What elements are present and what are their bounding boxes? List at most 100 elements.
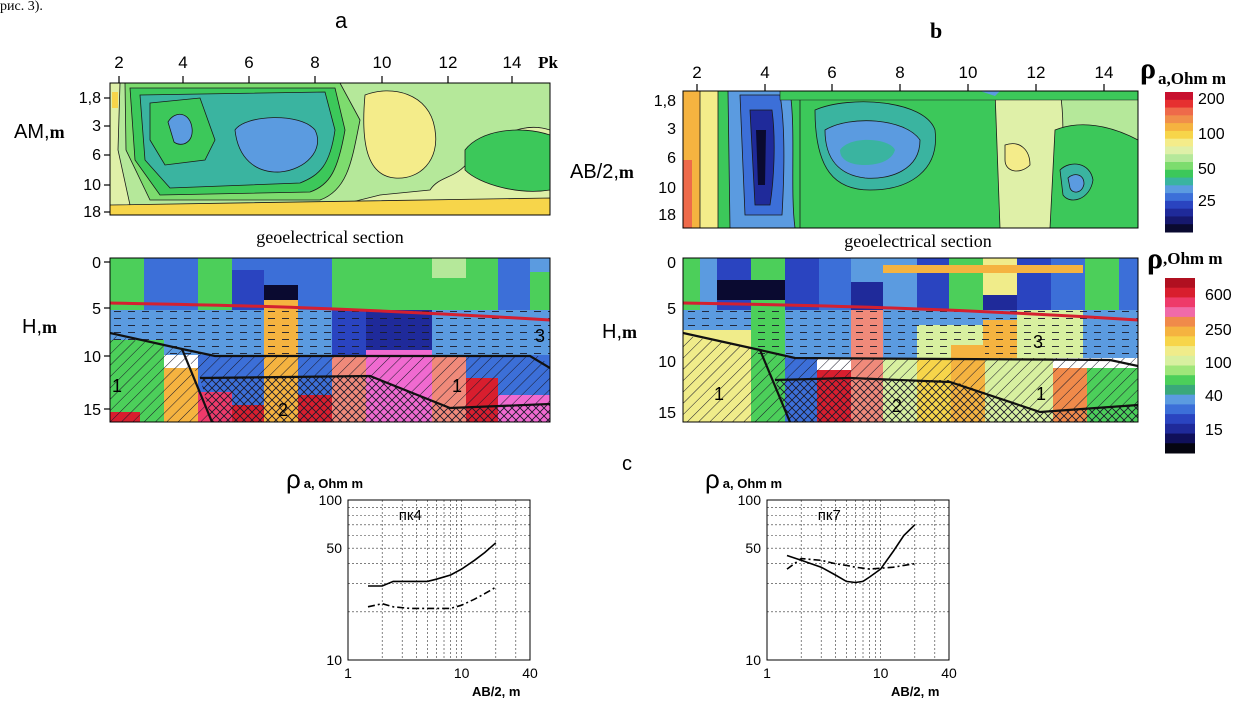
colorbar-swatch [1165, 326, 1195, 337]
x-tick: 12 [1027, 63, 1046, 82]
y-tick: 100 [738, 492, 762, 508]
panel-a-x-ticks [118, 76, 513, 83]
colorbar-swatch [1165, 346, 1195, 357]
series-line-dashdot [367, 586, 497, 610]
colorbar-swatch [1165, 216, 1193, 225]
legend-tick: 50 [1198, 161, 1216, 178]
panel-a-pseudo-ylabel: AM,m [14, 121, 65, 143]
y-tick: 100 [319, 492, 343, 508]
panel-a: a 2 4 6 8 10 12 14 Pk [14, 8, 558, 423]
x-axis-label: AB/2, m [891, 684, 939, 699]
y-tick: 18 [83, 204, 101, 221]
legend-top-sub: a,Ohm m [1158, 69, 1226, 88]
colorbar-swatch [1165, 115, 1193, 124]
legend-tick: 250 [1205, 322, 1232, 339]
x-tick: 10 [873, 665, 889, 681]
legend-top-ticks: 200 100 50 25 [1198, 91, 1225, 210]
panel-b-section-ylabel: H,m [602, 321, 637, 343]
x-tick: 8 [895, 63, 904, 82]
unit-label: 2 [892, 396, 902, 416]
y-tick: 10 [658, 354, 676, 371]
colorbar-swatch [1165, 107, 1193, 116]
y-tick: 10 [745, 652, 761, 668]
legend-tick: 15 [1205, 422, 1223, 439]
colorbar-swatch [1165, 394, 1195, 405]
colorbar-swatch [1165, 375, 1195, 386]
x-tick: 2 [114, 53, 123, 72]
legend-resistivity: ρ ,Ohm m 600 250 100 40 15 [1147, 242, 1232, 454]
panel-b-section-y-axis: 0 5 10 15 [658, 255, 676, 422]
unit-label: 1 [112, 376, 122, 396]
colorbar-swatch [1165, 146, 1193, 155]
panel-b-pseudo-y-axis: 1,8 3 6 10 18 [654, 93, 676, 224]
x-tick: 6 [827, 63, 836, 82]
y-tick: 50 [745, 540, 761, 556]
y-tick: 3 [667, 121, 676, 138]
y-tick: 1,8 [79, 90, 101, 107]
colorbar-swatch [1165, 433, 1195, 444]
panel-a-section-title: geoelectrical section [256, 227, 403, 247]
colorbar-swatch [1165, 177, 1193, 186]
colorbar-swatch [1165, 297, 1195, 308]
legend-tick: 200 [1198, 91, 1225, 108]
plot-frame [766, 499, 950, 661]
colorbar-swatch [1165, 384, 1195, 396]
legend-apparent-resistivity: ρ a,Ohm m 200 100 50 25 [1140, 52, 1226, 233]
legend-top-symbol: ρ [1140, 52, 1156, 85]
colorbar-swatch [1165, 138, 1193, 147]
panel-c-letter: c [622, 453, 632, 475]
y-tick: 15 [83, 402, 101, 419]
colorbar-swatch [1165, 208, 1193, 217]
legend-bottom-colorbar [1165, 278, 1195, 454]
y-tick: 0 [92, 255, 101, 272]
y-tick: 10 [83, 349, 101, 366]
y-tick: 1,8 [654, 93, 676, 110]
legend-bottom-symbol: ρ [1147, 242, 1163, 275]
plot-frame [347, 499, 531, 661]
panel-a-section-y-axis: 0 5 10 15 [83, 255, 101, 419]
colorbar-swatch [1165, 99, 1193, 109]
unit-label: 2 [278, 400, 288, 420]
legend-tick: 100 [1198, 126, 1225, 143]
colorbar-swatch [1165, 443, 1195, 454]
colorbar-swatch [1165, 130, 1193, 140]
panel-b-letter: b [930, 18, 942, 43]
colorbar-swatch [1165, 287, 1195, 298]
x-tick: 8 [310, 53, 319, 72]
colorbar-swatch [1165, 123, 1193, 132]
y-tick: 15 [658, 405, 676, 422]
panel-b-x-axis: 2 4 6 8 10 12 14 [692, 63, 1113, 82]
y-tick: 0 [667, 255, 676, 272]
panel-b-geosection: 1 2 1 3 [683, 258, 1138, 422]
x-tick: 40 [941, 665, 957, 681]
colorbar-swatch [1165, 423, 1195, 435]
y-tick: 50 [326, 540, 342, 556]
panel-a-x-axis: 2 4 6 8 10 12 14 Pk [114, 53, 558, 72]
colorbar-swatch [1165, 307, 1195, 318]
y-tick: 6 [92, 147, 101, 164]
colorbar-swatch [1165, 154, 1193, 163]
panel-a-section-ylabel: H,m [22, 316, 57, 338]
y-tick: 5 [667, 301, 676, 318]
colorbar-swatch [1165, 414, 1195, 425]
colorbar-swatch [1165, 193, 1193, 202]
panel-b-pseudosection [683, 91, 1138, 228]
series-line-dashdot [786, 557, 915, 570]
legend-bottom-sub: ,Ohm m [1163, 249, 1223, 268]
colorbar-swatch [1165, 365, 1195, 376]
colorbar-swatch [1165, 336, 1195, 347]
colorbar-swatch [1165, 200, 1193, 210]
y-tick: 3 [92, 118, 101, 135]
panel-a-pseudo-y-axis: 1,8 3 6 10 18 [79, 90, 101, 221]
y-axis-label: ρ a, Ohm m [705, 464, 782, 494]
x-unit: Pk [538, 53, 558, 72]
chart-title: пк7 [818, 507, 841, 524]
y-tick: 18 [658, 207, 676, 224]
panel-b-pseudo-ylabel: AB/2,m [570, 161, 634, 183]
x-axis-label: AB/2, m [472, 684, 520, 699]
x-tick: 6 [244, 53, 253, 72]
x-tick: 14 [1095, 63, 1114, 82]
